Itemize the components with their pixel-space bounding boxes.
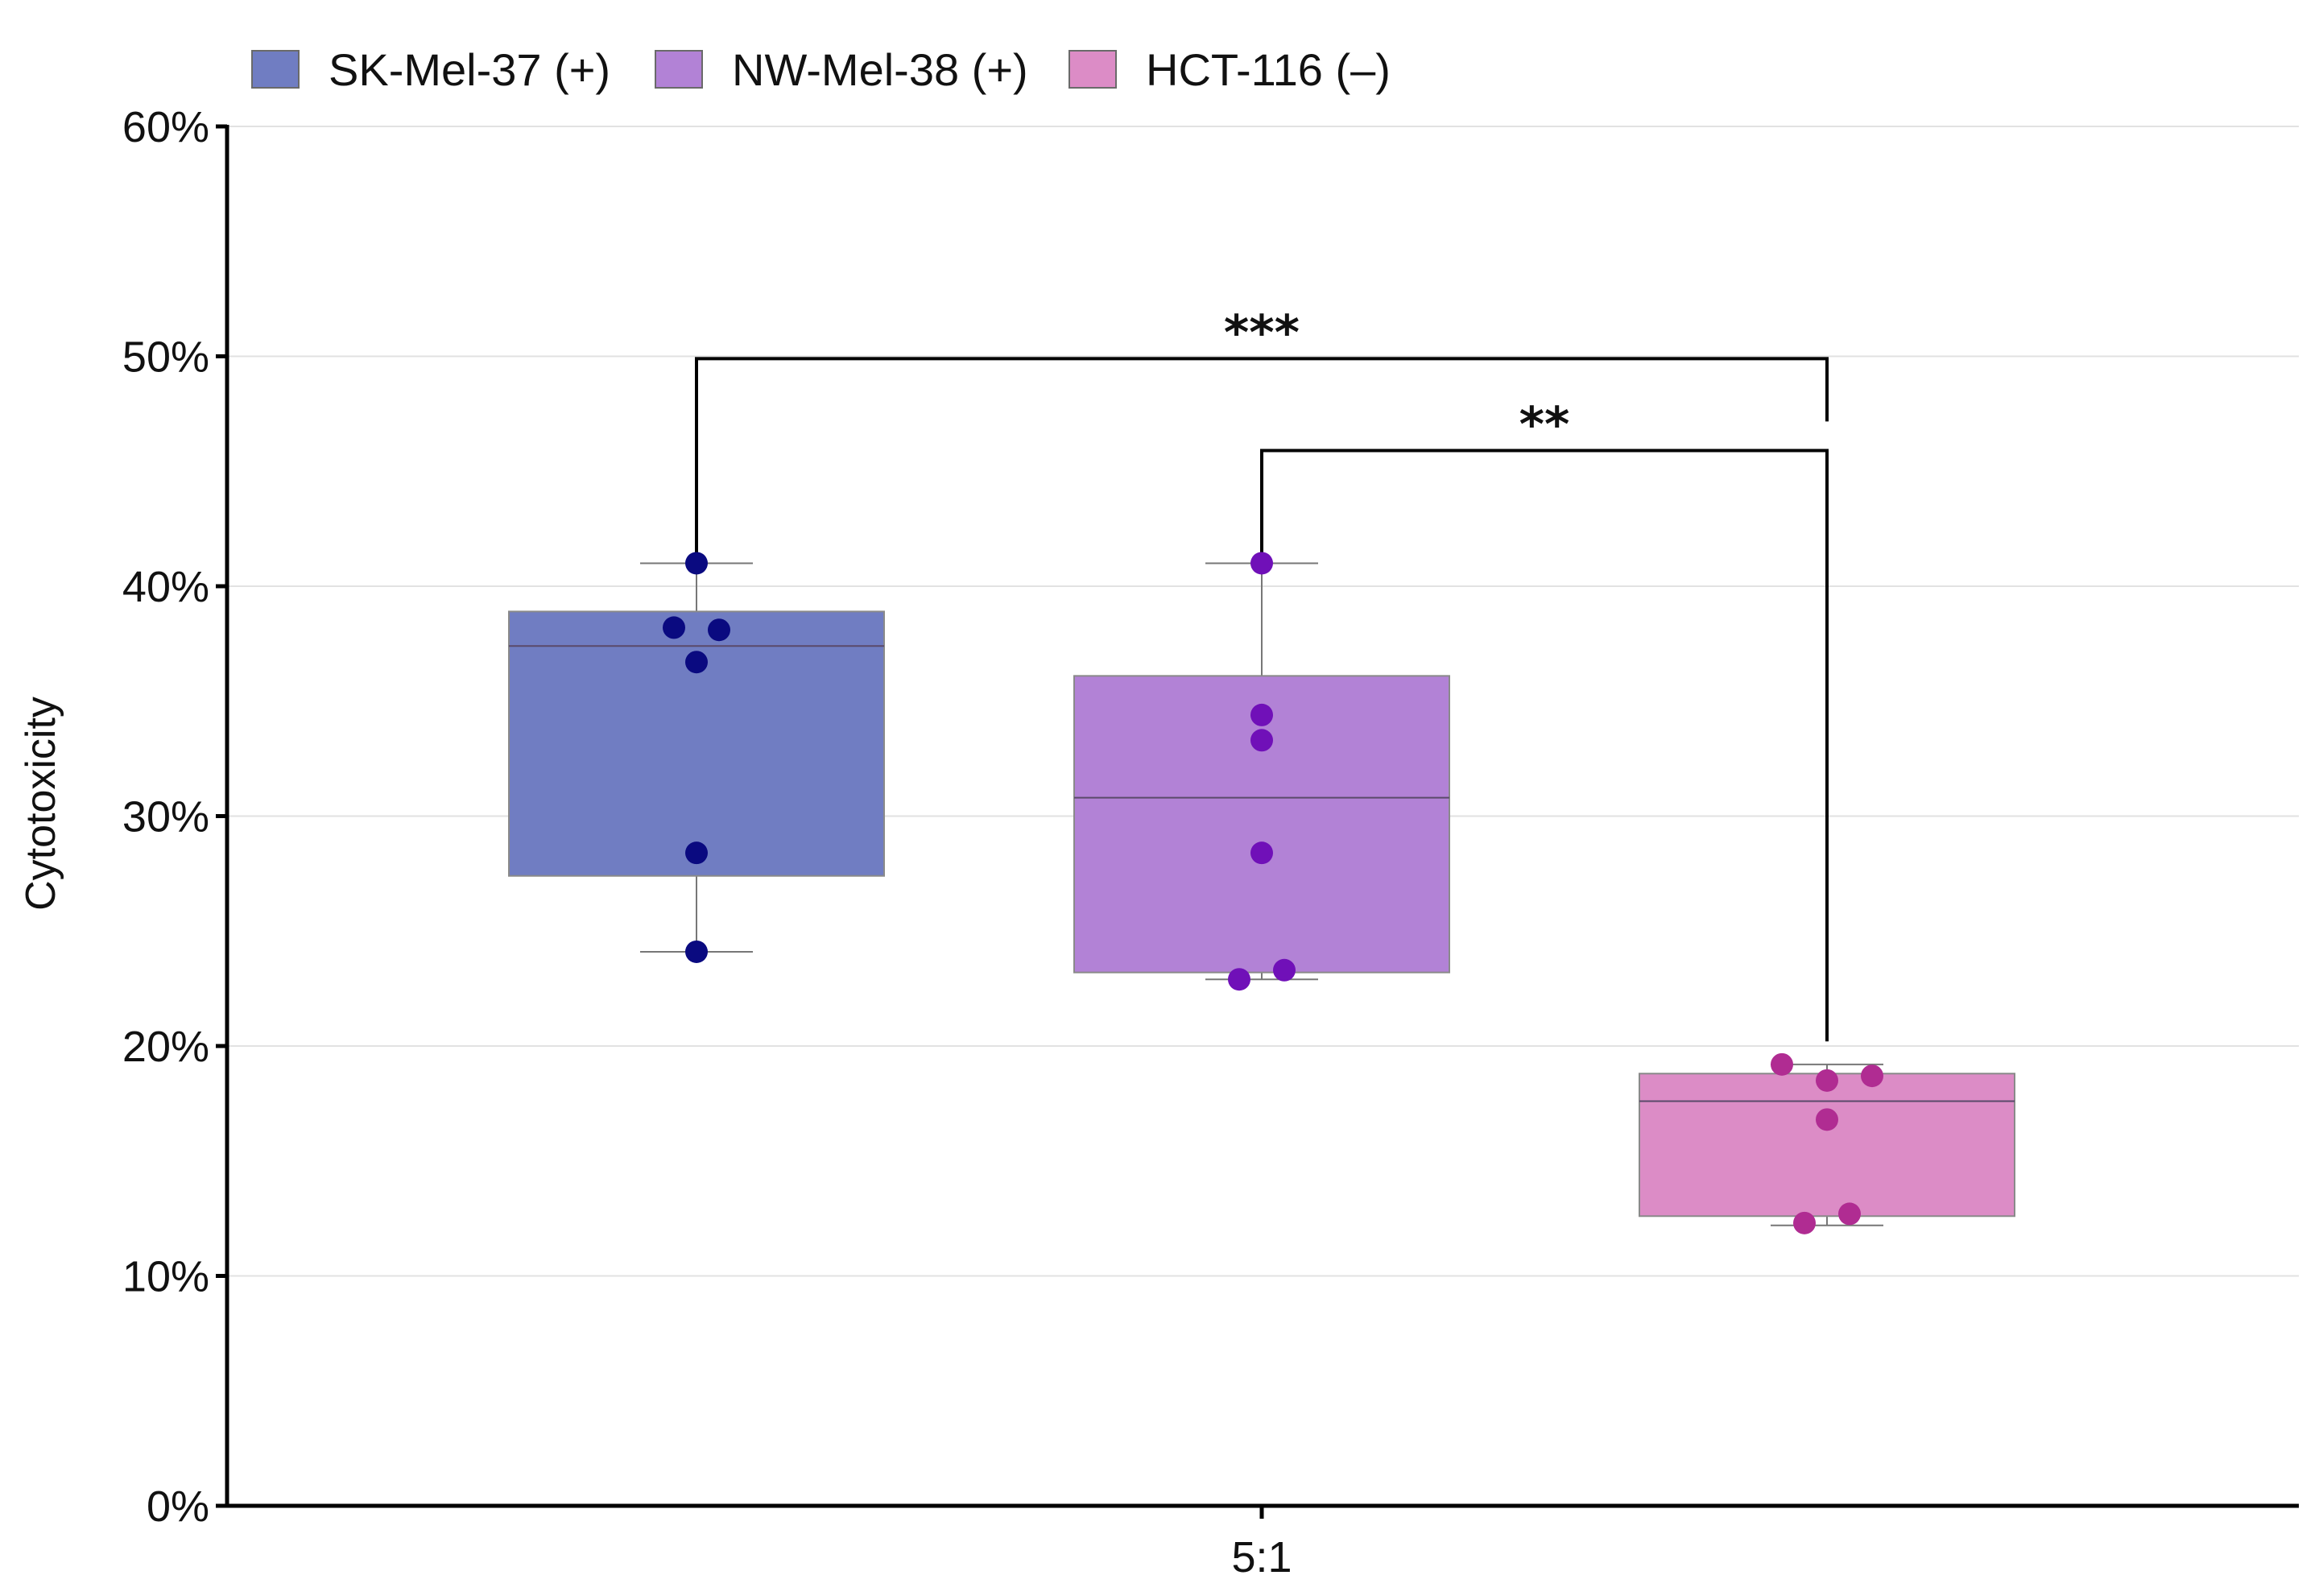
- legend-item: SK-Mel-37 (+): [251, 44, 610, 95]
- data-point: [1273, 958, 1296, 982]
- boxes: [508, 562, 2015, 1226]
- legend-label: NW-Mel-38 (+): [732, 44, 1028, 95]
- data-point: [1250, 552, 1273, 575]
- significance-brackets: *****: [695, 304, 1829, 1042]
- legend: SK-Mel-37 (+) NW-Mel-38 (+) HCT-116 (–): [251, 44, 1391, 95]
- significance-label: ***: [1224, 304, 1300, 361]
- y-axis-title: Cytotoxicity: [18, 697, 64, 911]
- data-point: [685, 940, 708, 963]
- data-point: [1228, 968, 1250, 991]
- y-tick-label: 50%: [122, 333, 209, 382]
- data-point: [685, 552, 708, 575]
- data-point: [685, 841, 708, 865]
- data-point: [1250, 729, 1273, 752]
- legend-swatch: [1068, 50, 1117, 89]
- data-point: [1816, 1108, 1838, 1131]
- data-points: [663, 552, 1883, 1234]
- y-tick-label: 20%: [122, 1023, 209, 1071]
- y-tick-label: 10%: [122, 1253, 209, 1301]
- significance-bracket: [1260, 449, 1829, 1042]
- data-point: [1816, 1069, 1838, 1092]
- legend-swatch: [251, 50, 300, 89]
- data-point: [708, 618, 730, 642]
- legend-item: HCT-116 (–): [1068, 44, 1391, 95]
- y-tick-label: 60%: [122, 103, 209, 151]
- data-point: [1861, 1065, 1883, 1088]
- box: [1639, 1073, 2015, 1218]
- axes: 0% 10% 20% 30% 40% 50% 60% 5:1: [122, 103, 2299, 1582]
- significance-label: **: [1519, 397, 1570, 453]
- y-tick-label: 0%: [147, 1482, 209, 1531]
- data-point: [1771, 1052, 1793, 1076]
- legend-item: NW-Mel-38 (+): [655, 44, 1028, 95]
- data-point: [1838, 1202, 1861, 1226]
- data-point: [1250, 703, 1273, 726]
- y-tick-label: 40%: [122, 563, 209, 611]
- legend-label: SK-Mel-37 (+): [329, 44, 610, 95]
- data-point: [663, 616, 685, 639]
- data-point: [685, 651, 708, 674]
- legend-label: HCT-116 (–): [1146, 44, 1391, 95]
- legend-swatch: [655, 50, 703, 89]
- y-tick-label: 30%: [122, 793, 209, 841]
- data-point: [1793, 1211, 1816, 1234]
- x-tick-label: 5:1: [1231, 1533, 1292, 1582]
- data-point: [1250, 841, 1273, 865]
- significance-bracket: [695, 357, 1829, 570]
